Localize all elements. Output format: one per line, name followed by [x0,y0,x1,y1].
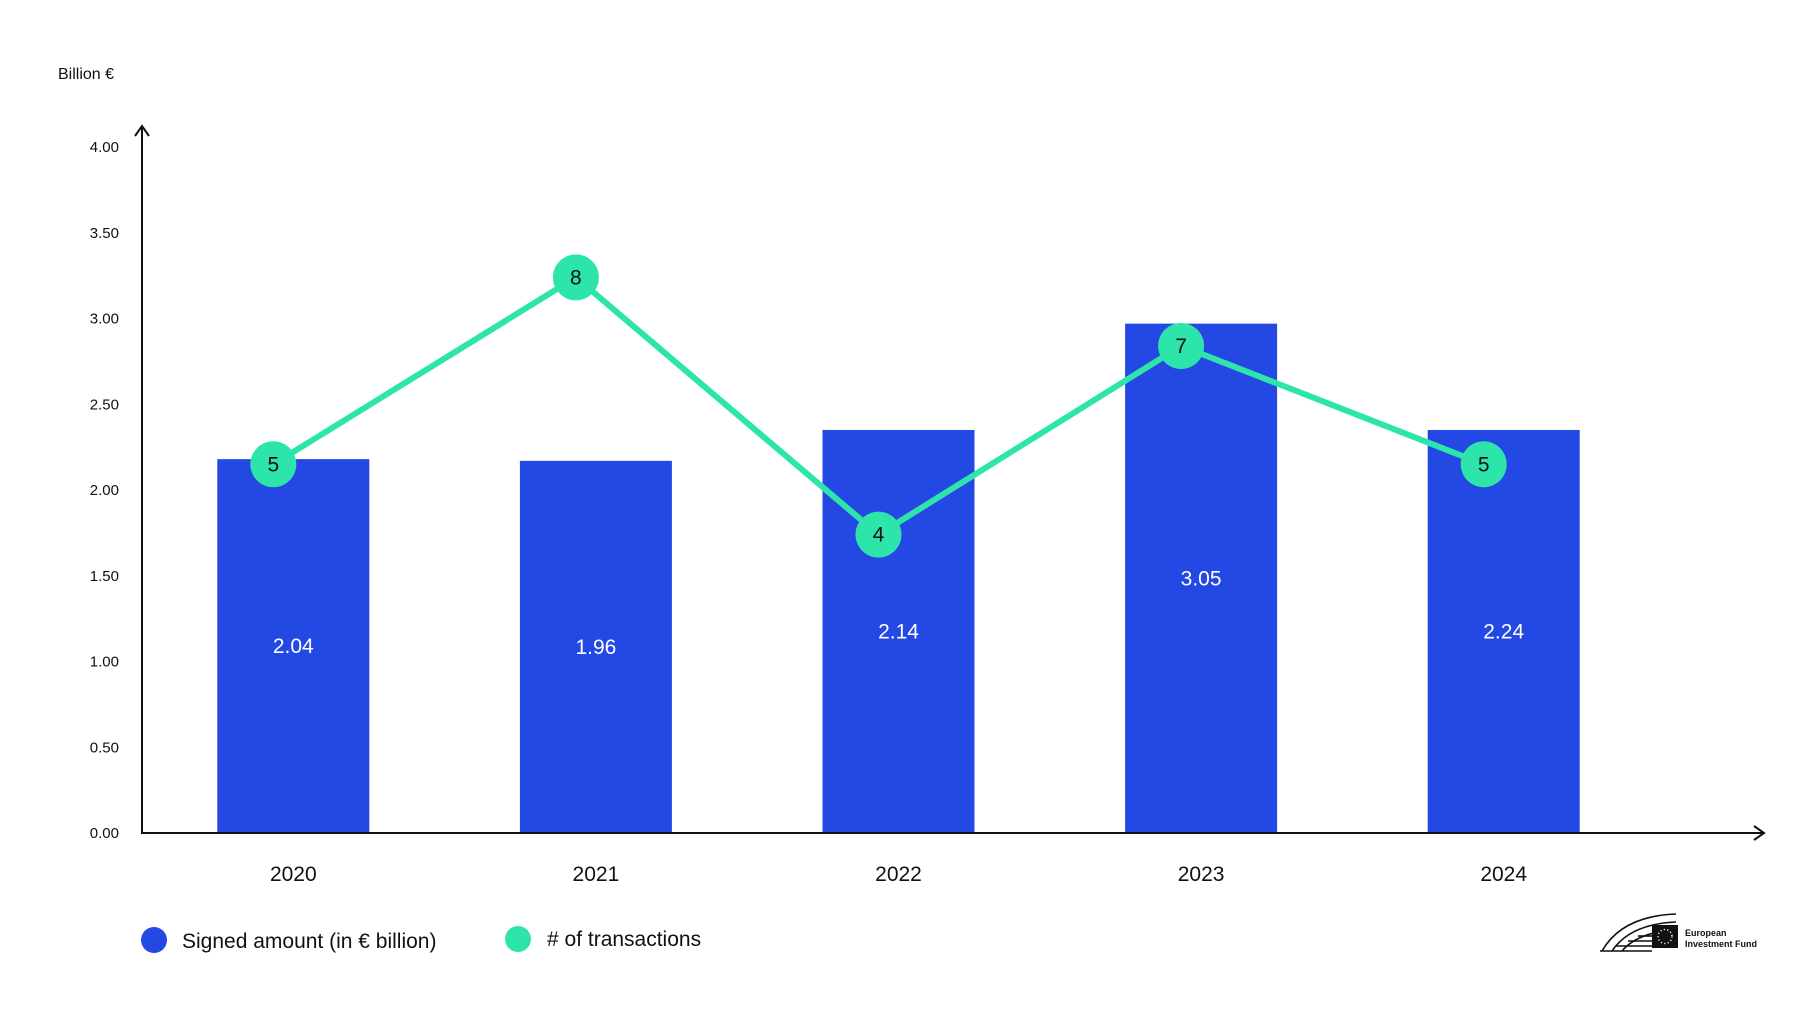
x-tick-label: 2022 [875,863,922,886]
y-tick-label: 1.00 [90,654,119,671]
x-tick-label: 2020 [270,863,317,886]
eu-stars-icon [1657,928,1673,945]
bar-value-label: 3.05 [1181,567,1222,590]
transactions-point [552,254,599,301]
logo-text-line1: European [1685,928,1727,938]
transactions-value-label: 5 [267,453,279,476]
legend-label-bars: Signed amount (in € billion) [182,930,436,953]
eif-logo: European Investment Fund [1600,913,1757,952]
y-tick-label: 0.50 [90,739,119,756]
y-tick-label: 1.50 [90,568,119,585]
x-tick-label: 2023 [1178,863,1225,886]
legend: Signed amount (in € billion) # of transa… [141,926,701,953]
bar [217,459,370,833]
transactions-point [1460,441,1507,488]
bar-value-label: 2.14 [878,620,919,643]
eif-arc-icon [1600,913,1677,952]
bar [519,460,672,833]
x-tick-label: 2024 [1480,863,1527,886]
legend-label-line: # of transactions [547,928,701,951]
y-tick-label: 2.50 [90,396,119,413]
y-tick-label: 3.50 [90,225,119,242]
bar-value-label: 1.96 [575,636,616,659]
y-axis-unit-label: Billion € [58,66,114,83]
bar-value-label: 2.24 [1483,620,1524,643]
y-axis-arrow [134,124,150,137]
transactions-point [250,441,297,488]
legend-swatch-bars [141,927,167,953]
bar [822,429,975,833]
x-tick-label: 2021 [573,863,620,886]
legend-swatch-line [505,926,531,952]
eu-flag-icon [1652,925,1678,948]
y-tick-label: 3.00 [90,311,119,328]
transactions-point [855,511,902,558]
transactions-point [1158,322,1205,369]
transactions-value-label: 7 [1175,335,1187,358]
transactions-value-label: 5 [1478,453,1490,476]
transactions-value-label: 4 [873,524,885,547]
y-tick-label: 2.00 [90,482,119,499]
x-axis-arrow [1753,825,1766,841]
transactions-value-label: 8 [570,266,582,289]
bar [1125,323,1278,833]
bar [1427,429,1580,833]
bar-value-label: 2.04 [273,635,314,658]
y-tick-label: 4.00 [90,139,119,156]
logo-text-line2: Investment Fund [1685,939,1757,949]
y-tick-label: 0.00 [90,825,119,842]
